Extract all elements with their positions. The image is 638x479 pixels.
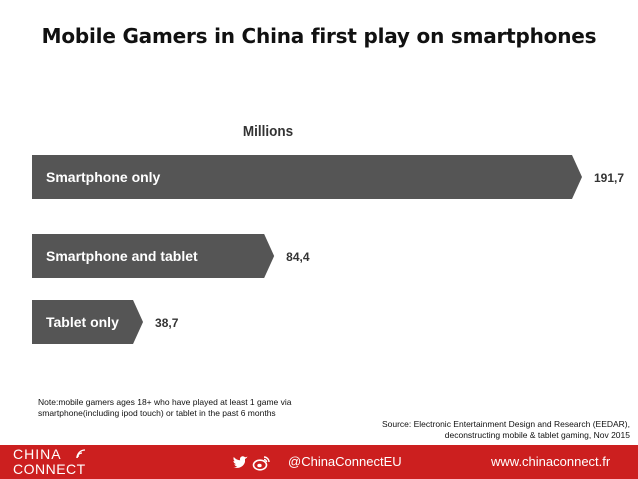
- bar-1: [32, 234, 275, 278]
- twitter-handle[interactable]: @ChinaConnectEU: [288, 454, 402, 469]
- footnote: Note:mobile gamers ages 18+ who have pla…: [38, 397, 292, 418]
- social-icons: [233, 456, 270, 471]
- logo-text-connect: CONNECT: [13, 461, 86, 477]
- weibo-icon[interactable]: [252, 456, 270, 471]
- source-note: Source: Electronic Entertainment Design …: [381, 419, 630, 440]
- category-label-2: Tablet only: [46, 314, 119, 330]
- signal-waves-icon: [76, 449, 86, 459]
- value-label-1: 84,4: [286, 250, 310, 264]
- twitter-icon[interactable]: [233, 456, 248, 468]
- unit-label: Millions: [243, 123, 293, 140]
- logo-text-china: CHINA: [13, 446, 62, 462]
- page-title: Mobile Gamers in China first play on sma…: [41, 24, 597, 48]
- category-label-1: Smartphone and tablet: [46, 248, 198, 264]
- china-connect-logo: CHINA CONNECT: [13, 447, 93, 477]
- bar-0: [32, 155, 582, 199]
- footer-bar: CHINA CONNECT @ChinaConnectEU www.chinac…: [0, 445, 638, 479]
- value-label-2: 38,7: [155, 316, 179, 330]
- category-label-0: Smartphone only: [46, 169, 161, 185]
- bar-2: [32, 300, 144, 344]
- website-link[interactable]: www.chinaconnect.fr: [491, 454, 611, 469]
- bar-chart: Millions Smartphone only 191,7 Smartphone …: [32, 123, 624, 344]
- value-label-0: 191,7: [594, 171, 624, 185]
